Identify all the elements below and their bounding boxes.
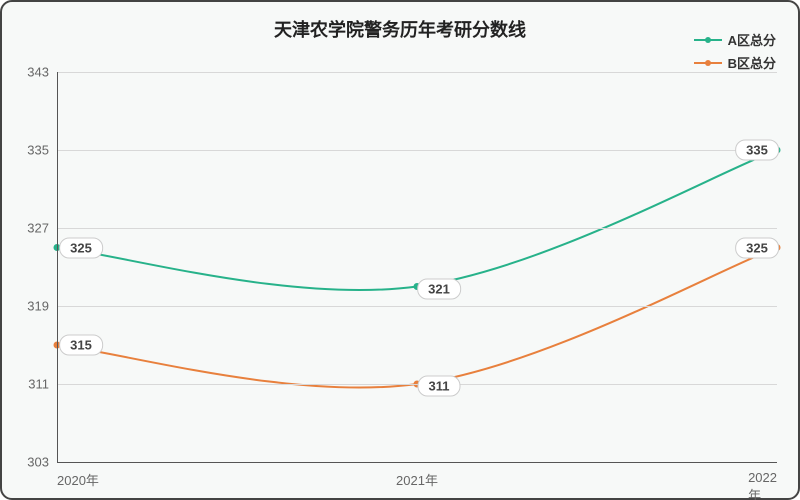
y-tick-label: 303 bbox=[27, 455, 57, 470]
y-tick-label: 327 bbox=[27, 221, 57, 236]
y-tick-label: 335 bbox=[27, 143, 57, 158]
legend-label-a: A区总分 bbox=[728, 30, 776, 49]
data-label: 335 bbox=[735, 140, 779, 161]
legend: A区总分 B区总分 bbox=[694, 30, 776, 76]
y-tick-label: 311 bbox=[28, 377, 57, 392]
data-label: 325 bbox=[735, 237, 779, 258]
data-label: 325 bbox=[59, 237, 103, 258]
legend-item-b: B区总分 bbox=[694, 53, 776, 72]
gridline bbox=[57, 228, 777, 229]
gridline bbox=[57, 150, 777, 151]
gridline bbox=[57, 72, 777, 73]
data-label: 311 bbox=[418, 376, 461, 397]
line-series-b bbox=[57, 248, 777, 388]
chart-title: 天津农学院警务历年考研分数线 bbox=[2, 16, 798, 42]
plot-area: 3033113193273353432020年2021年2022年3253213… bbox=[57, 72, 777, 462]
data-label: 315 bbox=[59, 335, 103, 356]
legend-item-a: A区总分 bbox=[694, 30, 776, 49]
y-tick-label: 319 bbox=[27, 299, 57, 314]
y-axis bbox=[57, 72, 58, 462]
chart-svg bbox=[57, 72, 777, 462]
x-tick-label: 2022年 bbox=[748, 462, 777, 500]
x-tick-label: 2021年 bbox=[396, 462, 438, 489]
y-tick-label: 343 bbox=[27, 65, 57, 80]
legend-swatch-b bbox=[694, 62, 722, 64]
legend-swatch-a bbox=[694, 39, 722, 41]
data-label: 321 bbox=[417, 278, 461, 299]
x-axis bbox=[57, 462, 777, 463]
line-series-a bbox=[57, 150, 777, 290]
chart-container: 天津农学院警务历年考研分数线 A区总分 B区总分 303 311 319 327 335… bbox=[0, 0, 800, 500]
legend-label-b: B区总分 bbox=[728, 53, 776, 72]
x-tick-label: 2020年 bbox=[57, 462, 99, 489]
gridline bbox=[57, 306, 777, 307]
